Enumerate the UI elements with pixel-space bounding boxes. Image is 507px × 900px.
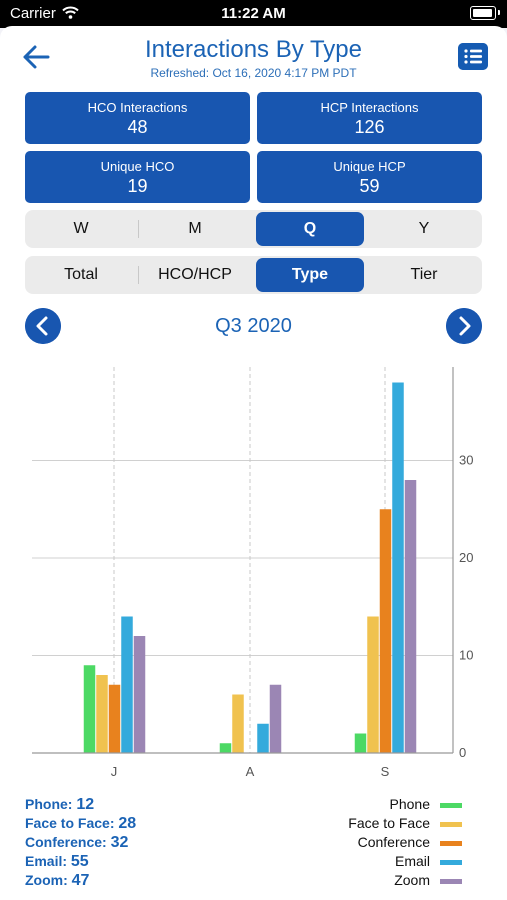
legend-item-phone: Phone [348, 796, 462, 815]
tile-label: Unique HCO [100, 159, 175, 174]
legend-item-face-to-face: Face to Face [348, 815, 462, 834]
tile-label: HCP Interactions [320, 100, 419, 115]
page-title: Interactions By Type [144, 36, 362, 63]
legend-label: Phone [389, 796, 430, 812]
bar-phone [83, 665, 96, 753]
tile-value: 48 [127, 117, 148, 137]
bar-email [257, 723, 269, 753]
legend-swatch [440, 840, 462, 846]
bar-face-to-face [232, 694, 244, 753]
segment-hco-hcp[interactable]: HCO/HCP [158, 266, 232, 283]
legend-swatch [440, 802, 462, 808]
wifi-icon [62, 6, 79, 19]
legend-label: Face to Face [348, 815, 430, 831]
bar-face-to-face [96, 675, 108, 753]
previous-period-button[interactable] [25, 308, 61, 344]
period-label: Q3 2020 [215, 315, 292, 337]
segment-type[interactable]: Type [256, 258, 364, 292]
tile-value: 126 [354, 117, 385, 137]
legend-label: Email [394, 853, 430, 869]
unique-hco-tile[interactable]: Unique HCO 19 [25, 151, 250, 203]
bar-phone [354, 733, 367, 753]
interactions-bar-chart: 0 10 20 30 J A S [32, 367, 473, 779]
bar-email [121, 616, 133, 753]
legend-swatch [440, 821, 462, 827]
legend-swatch [440, 859, 462, 865]
segment-month[interactable]: M [188, 220, 202, 237]
bar-face-to-face [367, 616, 379, 753]
legend-swatch [440, 878, 462, 884]
x-tick-label: A [246, 764, 255, 779]
hco-interactions-tile[interactable]: HCO Interactions 48 [25, 92, 250, 144]
total-label: Phone: [25, 796, 73, 812]
refreshed-timestamp: Refreshed: Oct 16, 2020 4:17 PM PDT [150, 66, 357, 80]
back-arrow-icon[interactable] [20, 41, 52, 73]
bar-zoom [269, 684, 282, 753]
period-segmented-control: W M Q Y [25, 210, 482, 248]
bar-phone [219, 743, 232, 753]
tile-label: Unique HCP [333, 159, 406, 174]
segment-divider [138, 266, 139, 284]
total-email: Email: 55 [25, 853, 136, 872]
bar-conference [379, 509, 392, 753]
legend-label: Conference [357, 834, 430, 850]
bar-conference [108, 684, 121, 753]
status-bar: Carrier 11:22 AM [0, 0, 507, 28]
y-tick-label: 20 [459, 550, 473, 565]
battery-icon [470, 6, 496, 20]
total-value: 32 [110, 834, 129, 851]
tile-label: HCO Interactions [87, 100, 188, 115]
next-period-button[interactable] [446, 308, 482, 344]
tile-value: 19 [127, 176, 148, 196]
total-label: Face to Face: [25, 815, 115, 831]
hcp-interactions-tile[interactable]: HCP Interactions 126 [257, 92, 482, 144]
view-segmented-control: Total HCO/HCP Type Tier [25, 256, 482, 294]
content-sheet: Interactions By Type Refreshed: Oct 16, … [0, 26, 507, 900]
total-value: 47 [71, 872, 90, 889]
total-label: Conference: [25, 834, 107, 850]
segment-divider [138, 220, 139, 238]
total-conference: Conference: 32 [25, 834, 136, 853]
total-value: 55 [70, 853, 89, 870]
total-phone: Phone: 12 [25, 796, 136, 815]
x-tick-label: S [381, 764, 390, 779]
legend-label: Zoom [394, 872, 430, 888]
segment-tier[interactable]: Tier [410, 266, 438, 283]
y-tick-label: 10 [459, 648, 473, 663]
legend-item-conference: Conference [348, 834, 462, 853]
list-menu-icon[interactable] [458, 43, 488, 70]
segment-week[interactable]: W [73, 220, 89, 237]
total-value: 28 [118, 815, 137, 832]
y-tick-label: 0 [459, 745, 466, 760]
total-label: Email: [25, 853, 68, 869]
tile-value: 59 [359, 176, 380, 196]
total-face-to-face: Face to Face: 28 [25, 815, 136, 834]
totals-list: Phone: 12 Face to Face: 28 Conference: 3… [25, 796, 136, 891]
chart-legend: Phone Face to Face Conference Email Zoom [348, 796, 462, 891]
x-tick-label: J [111, 764, 118, 779]
segment-quarter[interactable]: Q [256, 212, 364, 246]
bar-zoom [133, 636, 146, 753]
bar-zoom [404, 480, 417, 753]
bar-email [392, 382, 404, 753]
status-time: 11:22 AM [221, 5, 286, 22]
legend-item-email: Email [348, 853, 462, 872]
carrier-label: Carrier [10, 5, 56, 22]
legend-item-zoom: Zoom [348, 872, 462, 891]
total-zoom: Zoom: 47 [25, 872, 136, 891]
total-label: Zoom: [25, 872, 68, 888]
unique-hcp-tile[interactable]: Unique HCP 59 [257, 151, 482, 203]
battery-cap [498, 10, 500, 15]
segment-total[interactable]: Total [64, 266, 98, 283]
y-tick-label: 30 [459, 453, 473, 468]
total-value: 12 [76, 796, 95, 813]
segment-year[interactable]: Y [418, 220, 430, 237]
